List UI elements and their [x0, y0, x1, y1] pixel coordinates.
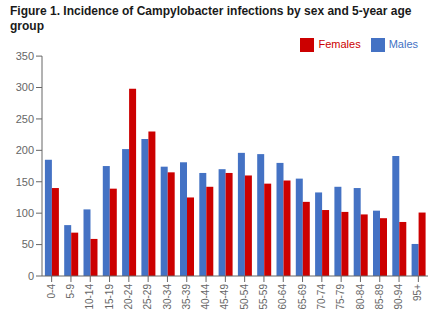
svg-text:0: 0: [28, 270, 34, 282]
svg-text:70-74: 70-74: [316, 284, 327, 310]
svg-text:90-94: 90-94: [393, 284, 404, 310]
svg-text:55-59: 55-59: [258, 284, 269, 310]
svg-text:95+: 95+: [412, 284, 423, 301]
svg-text:65-69: 65-69: [297, 284, 308, 310]
html-text:Figure 1. Incidence of Campylo: Figure 1. Incidence of Campylobacter inf…: [10, 4, 412, 33]
svg-text:250: 250: [16, 113, 34, 125]
svg-text:25-29: 25-29: [142, 284, 153, 310]
svg-text:50: 50: [22, 238, 34, 250]
svg-text:350: 350: [16, 50, 34, 62]
html-text:Females: Females: [318, 38, 361, 50]
svg-text:45-49: 45-49: [219, 284, 230, 310]
svg-text:100: 100: [16, 207, 34, 219]
svg-text:15-19: 15-19: [104, 284, 115, 310]
html-text:Males: Males: [388, 38, 418, 50]
svg-text:150: 150: [16, 176, 34, 188]
svg-text:40-44: 40-44: [200, 284, 211, 310]
svg-text:50-54: 50-54: [239, 284, 250, 310]
svg-text:10-14: 10-14: [84, 284, 95, 310]
svg-text:300: 300: [16, 81, 34, 93]
svg-text:200: 200: [16, 144, 34, 156]
svg-text:0-4: 0-4: [46, 284, 57, 299]
svg-text:35-39: 35-39: [181, 284, 192, 310]
svg-text:85-89: 85-89: [374, 284, 385, 310]
svg-text:80-84: 80-84: [355, 284, 366, 310]
svg-text:75-79: 75-79: [335, 284, 346, 310]
svg-text:60-64: 60-64: [277, 284, 288, 310]
svg-text:30-34: 30-34: [162, 284, 173, 310]
svg-text:5-9: 5-9: [65, 284, 76, 299]
svg-text:20-24: 20-24: [123, 284, 134, 310]
